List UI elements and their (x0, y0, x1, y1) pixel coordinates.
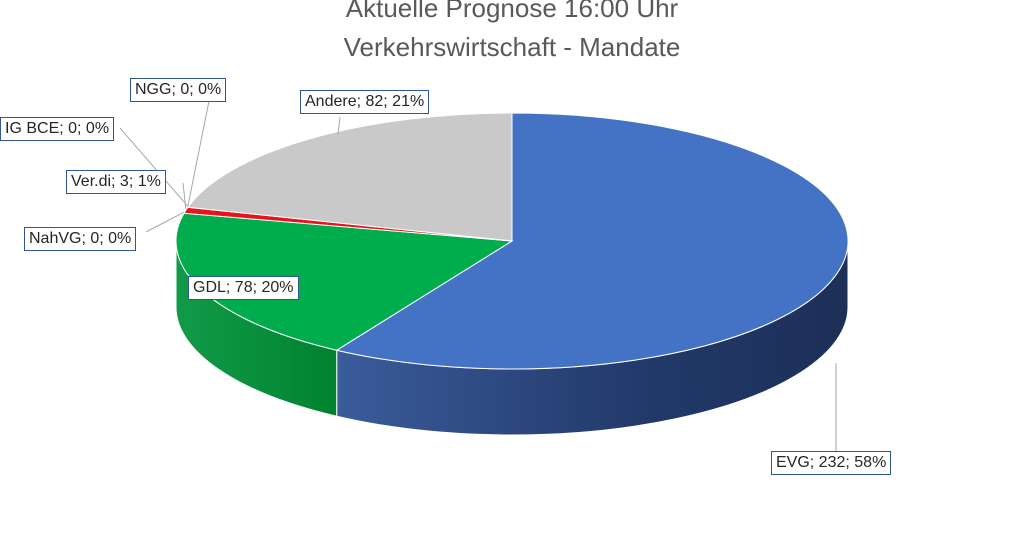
data-label-verdi: Ver.di; 3; 1% (66, 170, 166, 194)
data-label-nahvg: NahVG; 0; 0% (24, 227, 137, 251)
data-label-ngg: NGG; 0; 0% (130, 78, 227, 102)
pie-slice-andere (186, 112, 513, 242)
leader-line-andere (337, 116, 341, 135)
data-label-evg: EVG; 232; 58% (771, 451, 892, 475)
pie-slice-evg (335, 112, 849, 370)
data-label-andere: Andere; 82; 21% (300, 90, 430, 114)
chart-title: Aktuelle Prognose 16:00 Uhr (345, 0, 679, 23)
data-label-gdl: GDL; 78; 20% (188, 276, 299, 300)
leader-line-ngg (187, 100, 210, 207)
pie-tops (175, 112, 849, 370)
chart-subtitle: Verkehrswirtschaft - Mandate (343, 32, 681, 62)
data-label-igbce: IG BCE; 0; 0% (0, 117, 115, 141)
leader-lines (119, 100, 837, 451)
leader-line-nahvg (145, 211, 185, 233)
leader-line-verdi (182, 182, 187, 210)
leader-line-igbce (119, 127, 189, 207)
